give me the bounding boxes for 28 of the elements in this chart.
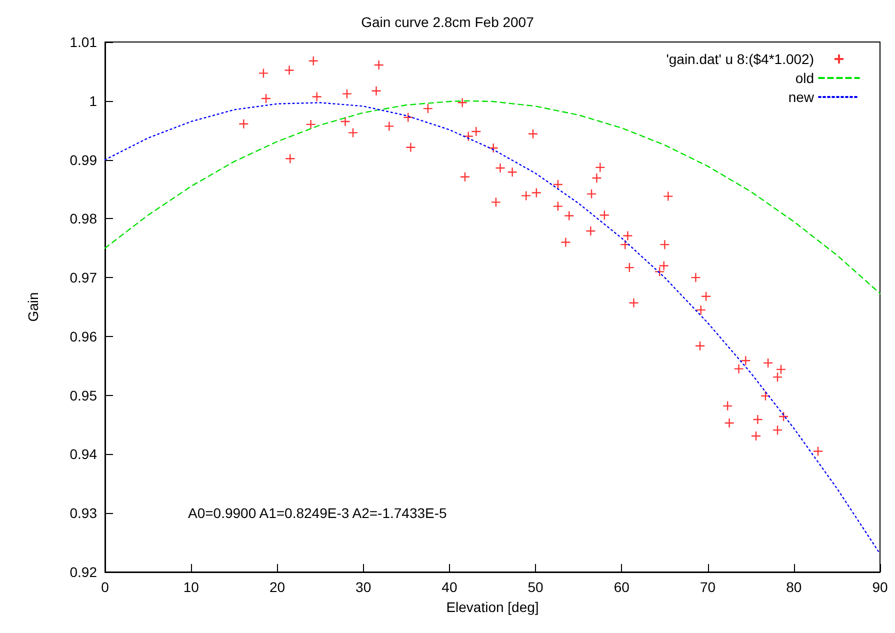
x-tick-label: 70 xyxy=(700,579,716,595)
y-tick-label: 0.96 xyxy=(70,328,98,344)
y-tick-label: 0.97 xyxy=(70,270,98,286)
y-tick-label: 0.94 xyxy=(70,446,98,462)
line-series xyxy=(104,102,881,554)
legend-label: new xyxy=(788,89,815,105)
x-tick-label: 90 xyxy=(872,579,888,595)
x-tick-label: 30 xyxy=(356,579,372,595)
y-tick-label: 0.95 xyxy=(70,387,98,404)
x-tick-label: 60 xyxy=(614,579,630,595)
x-axis-title: Elevation [deg] xyxy=(446,599,539,615)
x-tick-label: 50 xyxy=(528,579,544,595)
x-tick-label: 0 xyxy=(101,579,110,595)
y-tick-label: 0.98 xyxy=(70,210,98,227)
legend-label: 'gain.dat' u 8:($4*1.002) xyxy=(666,51,814,67)
y-tick-label: 0.93 xyxy=(70,505,98,522)
annotation: A0=0.9900 A1=0.8249E-3 A2=-1.7433E-5 xyxy=(188,505,448,521)
y-tick-label: 0.99 xyxy=(70,152,98,168)
x-tick-label: 40 xyxy=(442,579,458,595)
x-tick-label: 80 xyxy=(786,579,802,595)
y-axis-title: Gain xyxy=(25,292,41,322)
legend-label: old xyxy=(795,70,814,86)
y-tick-label: 1.01 xyxy=(70,34,98,50)
chart-title: Gain curve 2.8cm Feb 2007 xyxy=(361,14,534,30)
y-tick-label: 0.92 xyxy=(70,564,98,580)
y-tick-label: 1 xyxy=(89,92,98,109)
x-tick-label: 20 xyxy=(269,579,286,595)
x-tick-label: 10 xyxy=(183,579,200,595)
